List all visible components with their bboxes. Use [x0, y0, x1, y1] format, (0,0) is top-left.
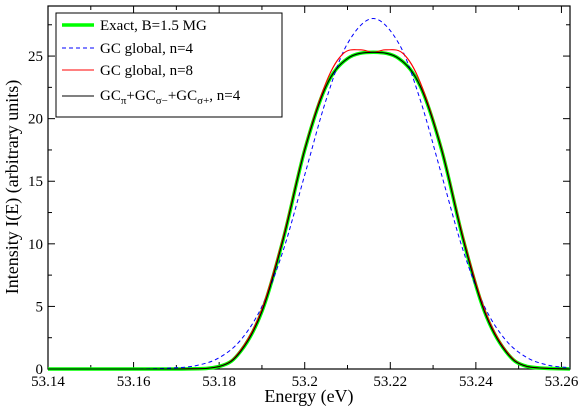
y-tick-label: 25	[28, 49, 43, 65]
x-axis-label: Energy (eV)	[264, 386, 353, 407]
plot-frame	[47, 5, 571, 370]
y-tick-label: 5	[36, 299, 44, 315]
x-tick-label: 53.2	[292, 374, 318, 390]
legend: Exact, B=1.5 MG GC global, n=4 GC global…	[55, 12, 283, 118]
x-tick-label: 53.24	[459, 374, 493, 390]
y-axis-label: Intensity I(E) (arbitrary units)	[2, 80, 23, 294]
y-tick-label: 20	[28, 112, 43, 128]
axis-ticks: 53.14 53.16 53.18 53.2 53.22 53.24 53.26 0 5 10 15…	[28, 6, 578, 390]
x-tick-label: 53.26	[545, 374, 578, 390]
legend-box	[55, 12, 283, 118]
x-tick-label: 53.14	[31, 374, 65, 390]
x-tick-label: 53.18	[202, 374, 236, 390]
y-tick-label: 0	[36, 362, 44, 378]
x-tick-label: 53.22	[373, 374, 407, 390]
series-line-3	[48, 51, 571, 370]
y-tick-label: 15	[28, 174, 43, 190]
legend-label-exact: Exact, B=1.5 MG	[100, 18, 207, 34]
legend-label-gc-n8: GC global, n=8	[100, 63, 193, 79]
y-tick-label: 10	[28, 237, 43, 253]
legend-label-gc-sum: GCπ+GCσ−+GCσ+, n=4	[100, 88, 241, 107]
legend-label-gc-n4: GC global, n=4	[100, 41, 194, 57]
x-tick-label: 53.16	[117, 374, 151, 390]
series-group	[48, 18, 571, 371]
series-line-2	[48, 49, 571, 370]
